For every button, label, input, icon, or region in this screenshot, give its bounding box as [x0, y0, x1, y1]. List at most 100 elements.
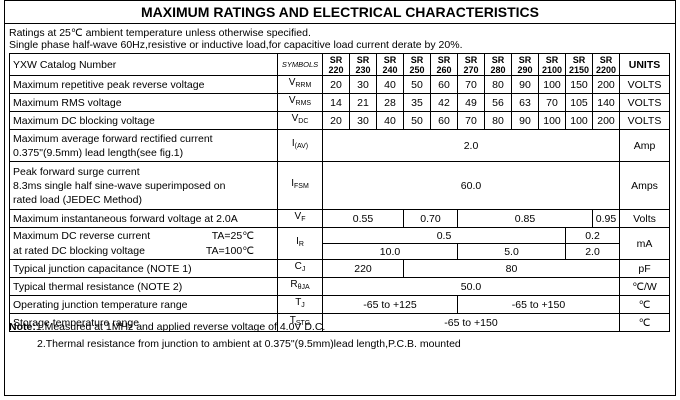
value: 30: [349, 111, 377, 130]
model-header: SR 290: [511, 53, 539, 76]
symbol-main: T: [289, 315, 296, 326]
value: 140: [592, 93, 620, 112]
model-prefix: SR: [518, 54, 532, 65]
value: 20: [322, 75, 350, 94]
value: 100: [538, 111, 566, 130]
model-number: 260: [436, 64, 452, 75]
symbol-main: I: [296, 236, 299, 247]
parameter-text: at rated DC blocking voltage: [13, 245, 145, 258]
symbol-main: C: [294, 261, 302, 272]
value: 28: [376, 93, 404, 112]
unit: ℃/W: [619, 277, 670, 296]
model-header: SR 260: [430, 53, 458, 76]
unit: Volts: [619, 209, 670, 228]
value: 63: [511, 93, 539, 112]
symbol-main: I: [291, 138, 295, 149]
parameter: Operating junction temperature range: [9, 295, 278, 314]
symbols-header: SYMBOLS: [277, 53, 323, 76]
value: 50: [403, 75, 431, 94]
model-header: SR 280: [484, 53, 512, 76]
model-header: SR 220: [322, 53, 350, 76]
parameter-line: 0.375"(9.5mm) lead length(see fig.1): [13, 146, 184, 159]
model-number: 230: [355, 64, 371, 75]
value: 100: [538, 75, 566, 94]
value: 50.0: [322, 277, 620, 296]
parameter: Maximum instantaneous forward voltage at…: [9, 209, 278, 228]
symbol: TJ: [277, 295, 323, 314]
model-number: 220: [328, 64, 344, 75]
parameter: Typical thermal resistance (NOTE 2): [9, 277, 278, 296]
header-row: YXW Catalog Number SYMBOLS SR 220 SR 230 SR 240…: [9, 53, 670, 76]
value: 14: [322, 93, 350, 112]
value: 2.0: [322, 129, 620, 162]
parameter: Maximum average forward rectified curren…: [9, 129, 278, 162]
units-header: UNITS: [619, 53, 670, 76]
value: 60.0: [322, 161, 620, 210]
symbol: VRMS: [277, 93, 323, 112]
symbol-main: V: [291, 113, 299, 124]
symbol-sub: (AV): [294, 143, 309, 150]
parameter: Maximum DC blocking voltage: [9, 111, 278, 130]
symbol: VF: [277, 209, 323, 228]
value: 42: [430, 93, 458, 112]
value: 2.0: [565, 243, 620, 260]
value: 0.95: [592, 209, 620, 228]
symbol: CJ: [277, 259, 323, 278]
row: Typical junction capacitance (NOTE 1) CJ 2…: [9, 259, 670, 278]
note: 2.Thermal resistance from junction to am…: [9, 336, 461, 353]
parameter-line: Typical thermal resistance (NOTE 2): [13, 280, 183, 293]
value: 49: [457, 93, 485, 112]
ratings: Ratings at 25℃ ambient temperature unles…: [5, 24, 675, 51]
symbol: IFSM: [277, 161, 323, 210]
unit: VOLTS: [619, 75, 670, 94]
model-header: SR 230: [349, 53, 377, 76]
value: 80: [484, 75, 512, 94]
value: 0.5: [322, 227, 566, 244]
parameter-line: Typical junction capacitance (NOTE 1): [13, 262, 192, 275]
model-header: SR 250: [403, 53, 431, 76]
rating-line: Ratings at 25℃ ambient temperature unles…: [9, 27, 311, 39]
symbol-main: R: [290, 279, 298, 290]
model-header: SR 2200: [592, 53, 620, 76]
symbol-main: V: [288, 95, 296, 106]
value: 105: [565, 93, 593, 112]
value: 35: [403, 93, 431, 112]
parameter: Maximum DC reverse current TA=25℃: [9, 227, 278, 244]
model-number: 2100: [541, 64, 563, 75]
symbol-sub: J: [301, 266, 306, 273]
parameter: Peak forward surge current 8.3ms single h…: [9, 161, 278, 210]
parameter: Maximum repetitive peak reverse voltage: [9, 75, 278, 94]
parameter-line: rated load (JEDEC Method): [13, 193, 142, 206]
value: 150: [565, 75, 593, 94]
parameter-line: Storage temperature range: [13, 316, 140, 329]
symbol-main: I: [291, 178, 294, 189]
parameter-line: at rated DC blocking voltage TA=100℃: [13, 244, 274, 258]
symbol-sub: θJA: [297, 284, 310, 291]
model-number: 2150: [568, 64, 590, 75]
value: 0.2: [565, 227, 620, 244]
symbol: I(AV): [277, 129, 323, 162]
unit: VOLTS: [619, 93, 670, 112]
symbol: TSTG: [277, 313, 323, 332]
value: 220: [322, 259, 404, 278]
parameter-line: Maximum repetitive peak reverse voltage: [13, 78, 205, 91]
model-header: SR 2100: [538, 53, 566, 76]
parameter: Storage temperature range: [9, 313, 278, 332]
value: 90: [511, 75, 539, 94]
unit: ℃: [619, 313, 670, 332]
value: 0.70: [403, 209, 458, 228]
row: Maximum DC reverse current TA=25℃ IR 0.5 0.2…: [9, 227, 670, 260]
parameter-line: Maximum DC reverse current TA=25℃: [13, 229, 274, 243]
note-text: 2.Thermal resistance from junction to am…: [37, 338, 461, 350]
model-prefix: SR: [599, 54, 613, 65]
value: 200: [592, 75, 620, 94]
parameter-line: Maximum instantaneous forward voltage at…: [13, 212, 238, 225]
row: Maximum instantaneous forward voltage at…: [9, 209, 670, 228]
model-prefix: SR: [383, 54, 397, 65]
model-header: SR 240: [376, 53, 404, 76]
symbol: IR: [277, 227, 323, 260]
value: -65 to +150: [457, 295, 620, 314]
model-prefix: SR: [356, 54, 370, 65]
row: at rated DC blocking voltage TA=100℃ 10.0 5…: [9, 243, 670, 260]
value: 40: [376, 75, 404, 94]
